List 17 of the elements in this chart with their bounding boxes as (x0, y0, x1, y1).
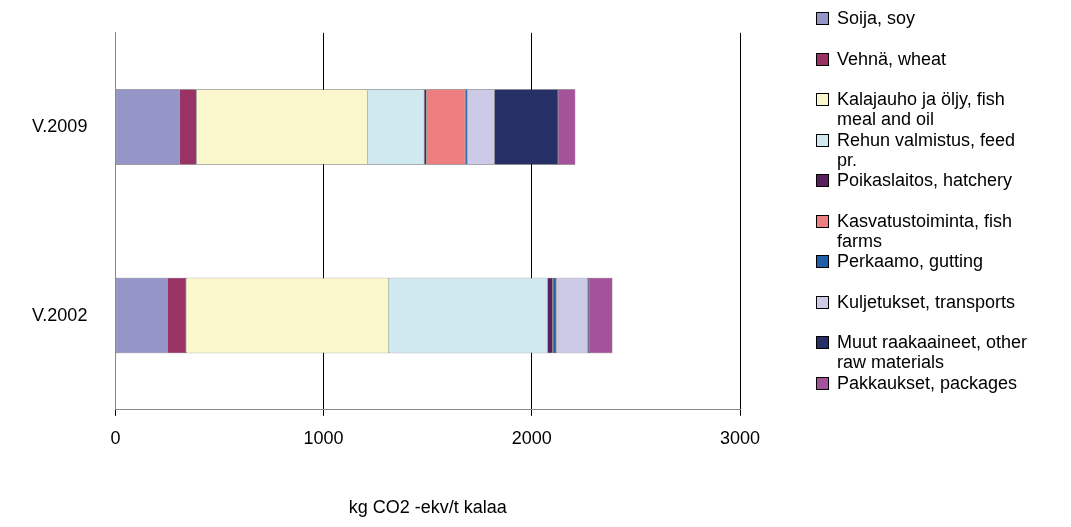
y-tick-label: V.2009 (31, 116, 88, 137)
x-tick-label: 2000 (511, 427, 552, 448)
legend-label: Rehun valmistus, feed pr. (837, 129, 1017, 170)
legend-label: Poikaslaitos, hatchery (837, 170, 1013, 190)
legend-label: Vehnä, wheat (837, 48, 947, 69)
legend-label: Pakkaukset, packages (837, 372, 1018, 393)
legend-label: Muut raakaaineet, other raw materials (837, 332, 1029, 372)
x-tick-label: 0 (110, 427, 121, 448)
legend-label: Soija, soy (837, 8, 916, 28)
x-tick-label: 3000 (719, 427, 761, 448)
x-tick-label: 1000 (303, 427, 344, 448)
legend-label: Kalajauho ja öljy, fish meal and oil (837, 89, 1006, 129)
y-tick-label: V.2002 (31, 304, 88, 325)
legend-label: Kuljetukset, transports (837, 291, 1016, 312)
legend-label: Kasvatustoiminta, fish farms (837, 210, 1014, 251)
legend-label: Perkaamo, gutting (837, 251, 984, 271)
x-axis-title: kg CO2 -ekv/t kalaa (348, 497, 508, 518)
